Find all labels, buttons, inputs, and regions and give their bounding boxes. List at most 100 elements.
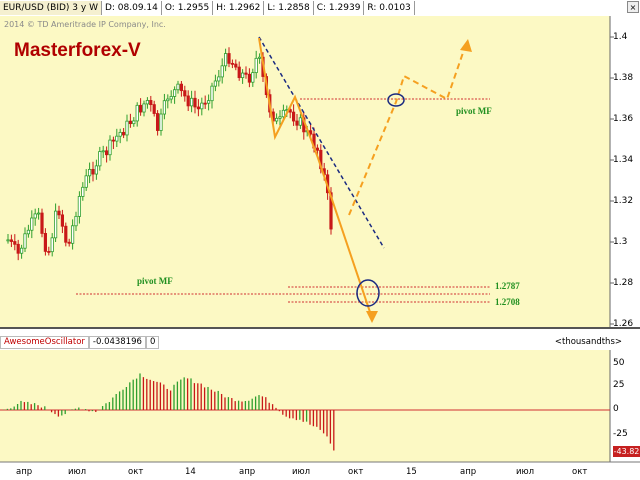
candle-body [159, 113, 163, 131]
candle-body [43, 233, 48, 252]
candle-body [237, 66, 241, 79]
candle-body [298, 117, 303, 126]
x-tick: окт [128, 467, 144, 477]
osc-tick: 0 [613, 404, 619, 414]
x-tick: июл [292, 467, 311, 477]
x-tick: апр [239, 467, 256, 477]
candle-body [47, 250, 51, 253]
price-panel-bg [0, 16, 610, 328]
candle-body [30, 217, 34, 231]
oscillator-header: AwesomeOscillator -0.0438196 0 [0, 336, 160, 349]
candle-body [94, 165, 98, 175]
candle-body [179, 83, 183, 92]
price-tick: 1.32 [613, 196, 634, 206]
oscillator-current-value: -43.82 [613, 446, 640, 457]
candlesticks [6, 47, 333, 261]
candle-body [88, 168, 92, 177]
x-tick: окт [572, 467, 588, 477]
candle-body [329, 192, 333, 230]
oscillator-name[interactable]: AwesomeOscillator [0, 336, 89, 349]
candle-body [74, 215, 78, 227]
candle-body [217, 76, 221, 82]
candle-body [230, 62, 234, 65]
candle-body [183, 90, 187, 97]
x-tick: апр [460, 467, 477, 477]
candle-body [108, 139, 112, 156]
candle-body [105, 150, 109, 156]
price-tick: 1.36 [613, 114, 634, 124]
oscillator-bars [3, 373, 335, 451]
candle-body [206, 100, 211, 104]
range-value: R: 0.0103 [364, 1, 415, 15]
candle-body [169, 96, 173, 100]
candle-body [162, 100, 166, 115]
candle-body [98, 151, 102, 167]
candle-body [244, 72, 248, 75]
price-axis-bg [610, 16, 640, 328]
candle-body [77, 196, 81, 217]
forecast-path [348, 43, 467, 216]
pivot-label-bottom: pivot MF [137, 276, 173, 286]
candle-body [213, 80, 217, 87]
candle-body [84, 175, 88, 188]
symbol-label[interactable]: EUR/USD (BID) 3 y W [0, 1, 102, 15]
candle-body [64, 225, 68, 243]
candle-body [67, 241, 71, 244]
candle-body [33, 213, 37, 219]
level-label-2: 1.2708 [495, 297, 520, 307]
candle-body [176, 83, 180, 91]
candle-body [203, 102, 207, 105]
candle-body [240, 72, 245, 79]
quote-header: EUR/USD (BID) 3 y W D: 08.09.14 O: 1.295… [0, 0, 415, 16]
candle-body [189, 97, 194, 107]
candle-body [155, 113, 160, 131]
brand-title: Masterforex-V [14, 40, 141, 61]
oscillator-panel-bg [0, 350, 610, 462]
pivot-label-top: pivot MF [456, 106, 492, 116]
candle-body [196, 106, 200, 110]
x-tick: июл [68, 467, 87, 477]
candle-body [132, 120, 136, 125]
candle-body [71, 225, 75, 244]
wave-path [258, 37, 373, 319]
candle-body [274, 117, 279, 122]
candle-body [26, 229, 31, 235]
candle-body [81, 186, 85, 197]
candle-body [210, 85, 214, 102]
candle-body [111, 139, 115, 142]
candle-body [19, 247, 24, 254]
candle-body [101, 150, 105, 153]
level-label-1: 1.2787 [495, 281, 520, 291]
candle-body [122, 131, 126, 136]
x-tick: окт [348, 467, 364, 477]
x-tick: 14 [185, 467, 196, 477]
oscillator-param: 0 [145, 336, 160, 349]
candle-body [295, 120, 299, 126]
forecast-arrow [460, 39, 472, 52]
high-value: H: 1.2962 [213, 1, 265, 15]
candle-body [281, 109, 286, 118]
candle-body [220, 65, 224, 78]
candle-body [149, 100, 153, 106]
candle-body [193, 97, 197, 108]
candle-body [138, 104, 143, 113]
x-tick: апр [16, 467, 33, 477]
candle-body [227, 53, 231, 64]
candle-body [247, 73, 251, 83]
oscillator-value: -0.0438196 [88, 336, 146, 349]
candle-body [234, 63, 238, 68]
candle-body [16, 243, 20, 254]
candle-body [200, 102, 204, 110]
candle-body [125, 120, 129, 136]
open-value: O: 1.2955 [162, 1, 214, 15]
candle-body [37, 212, 41, 215]
price-tick: 1.4 [613, 32, 628, 42]
price-tick: 1.3 [613, 237, 628, 247]
candle-body [172, 89, 177, 97]
candle-body [152, 104, 156, 114]
oscillator-units: <thousandths> [554, 337, 622, 347]
close-button[interactable]: × [627, 1, 639, 13]
osc-tick: 25 [613, 380, 625, 390]
